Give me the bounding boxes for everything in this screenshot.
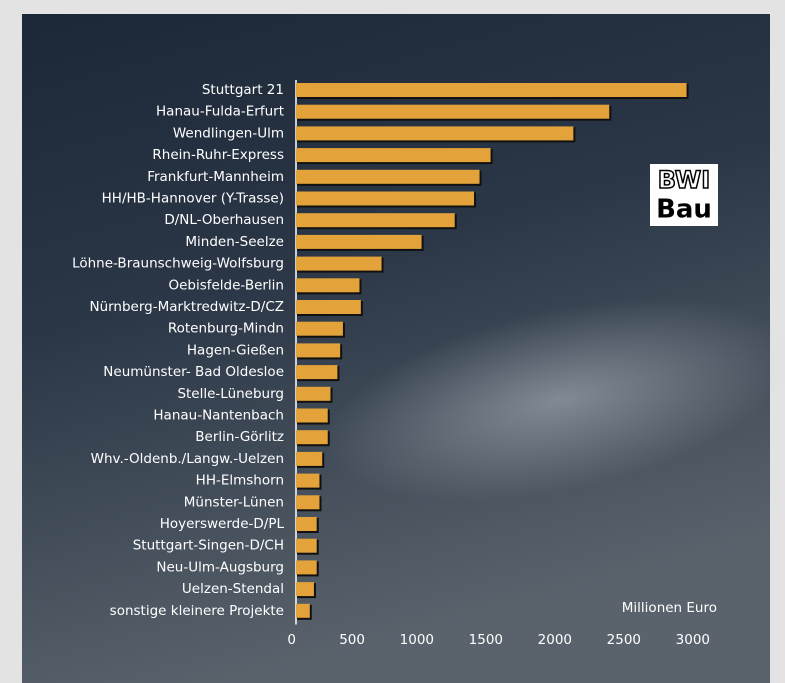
x-tick-label: 500 <box>339 632 365 648</box>
bar <box>296 300 361 314</box>
bar <box>296 148 491 163</box>
x-axis-label: Millionen Euro <box>622 600 717 616</box>
y-tick-label: Whv.-Oldenb./Langw.-Uelzen <box>91 451 284 467</box>
bar <box>296 213 455 228</box>
bar <box>296 430 328 445</box>
bar <box>296 408 328 423</box>
bar <box>296 538 317 553</box>
x-tick-label: 2500 <box>607 632 641 648</box>
y-tick-label: Wendlingen-Ulm <box>173 125 284 141</box>
y-tick-label: D/NL-Oberhausen <box>164 212 284 228</box>
bar <box>296 278 360 293</box>
y-tick-label: HH/HB-Hannover (Y-Trasse) <box>102 191 284 207</box>
bar <box>296 83 687 97</box>
y-tick-label: sonstige kleinere Projekte <box>110 603 284 619</box>
bar <box>296 451 323 466</box>
bar <box>296 321 343 336</box>
y-tick-label: Hanau-Fulda-Erfurt <box>156 104 284 120</box>
logo-text: BWI <box>658 166 710 194</box>
bar <box>296 234 422 249</box>
logo: BWI Bau <box>650 164 718 226</box>
y-tick-label: Münster-Lünen <box>184 494 284 510</box>
y-tick-label: Berlin-Görlitz <box>195 429 284 445</box>
x-tick-label: 1500 <box>469 632 503 648</box>
y-tick-label: Hagen-Gießen <box>187 342 284 358</box>
y-tick-label: Frankfurt-Mannheim <box>147 169 284 185</box>
y-tick-label: Rotenburg-Mindn <box>168 321 284 337</box>
x-tick-label: 0 <box>287 632 296 648</box>
y-tick-label: Hoyerswerde-D/PL <box>160 516 285 532</box>
y-tick-label: Stuttgart 21 <box>202 82 284 98</box>
bar <box>296 256 382 271</box>
y-tick-label: Minden-Seelze <box>185 234 284 250</box>
bar <box>296 560 317 575</box>
logo-text: Bau <box>656 195 712 225</box>
bar <box>296 126 574 141</box>
bar <box>296 169 480 184</box>
x-tick-label: 1000 <box>400 632 434 648</box>
bar <box>296 386 331 401</box>
bar <box>296 495 320 510</box>
y-tick-label: Neu-Ulm-Augsburg <box>156 559 284 575</box>
bar <box>296 343 341 358</box>
bar <box>296 365 338 380</box>
bar <box>296 473 320 488</box>
bar <box>296 603 310 618</box>
y-tick-label: Rhein-Ruhr-Express <box>152 147 284 163</box>
bar <box>296 104 610 119</box>
y-tick-label: Nürnberg-Marktredwitz-D/CZ <box>89 299 284 315</box>
y-tick-label: Löhne-Braunschweig-Wolfsburg <box>72 256 284 272</box>
y-tick-label: Hanau-Nantenbach <box>153 408 284 424</box>
bar <box>296 582 314 597</box>
y-tick-label: Stuttgart-Singen-D/CH <box>133 538 284 554</box>
y-tick-label: Uelzen-Stendal <box>182 581 284 597</box>
y-tick-label: Oebisfelde-Berlin <box>168 277 284 293</box>
train-blur <box>324 298 785 502</box>
logo-box <box>650 164 718 226</box>
bar <box>296 517 317 531</box>
y-tick-label: HH-Elmshorn <box>196 473 284 489</box>
x-tick-label: 3000 <box>676 632 710 648</box>
y-tick-label: Stelle-Lüneburg <box>177 386 284 402</box>
bar <box>296 191 475 206</box>
x-tick-label: 2000 <box>538 632 572 648</box>
y-tick-label: Neumünster- Bad Oldesloe <box>103 364 284 380</box>
